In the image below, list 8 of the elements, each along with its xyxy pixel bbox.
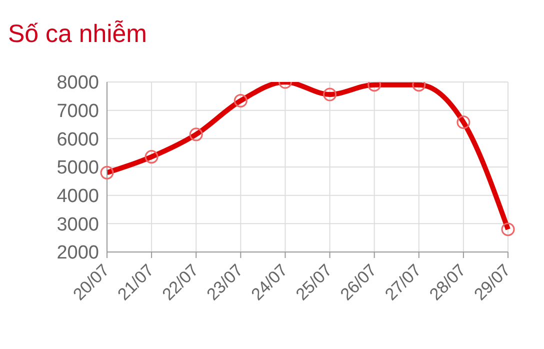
y-tick-label: 8000 [56, 72, 99, 94]
y-tick-label: 4000 [56, 186, 99, 208]
y-tick-label: 5000 [56, 158, 99, 179]
y-tick-label: 3000 [56, 214, 99, 236]
y-tick-label: 7000 [56, 101, 99, 122]
chart-title: Số ca nhiễm [8, 20, 147, 49]
y-tick-label: 6000 [56, 129, 99, 150]
y-tick-label: 2000 [56, 242, 99, 264]
